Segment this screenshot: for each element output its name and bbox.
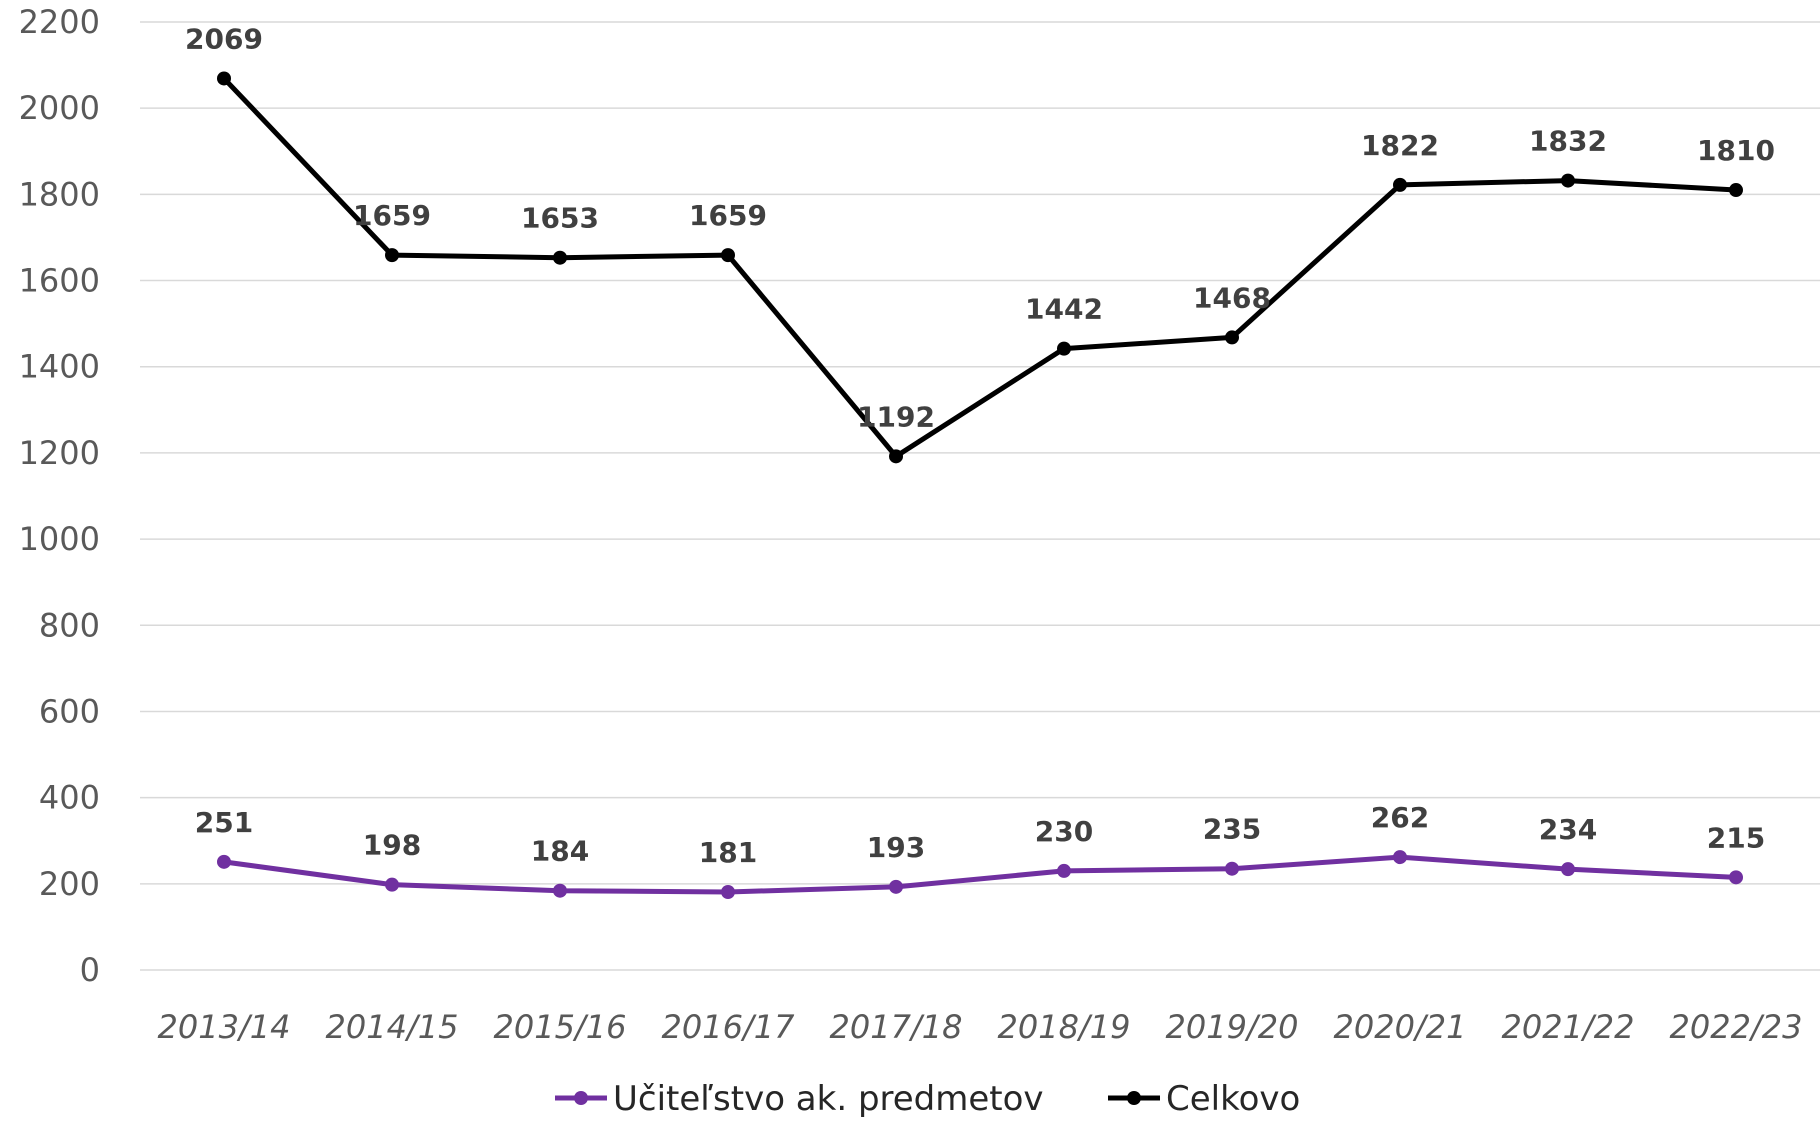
data-label: 193: [867, 831, 925, 864]
data-label: 1192: [857, 400, 935, 433]
data-label: 1653: [521, 202, 599, 235]
data-label: 2069: [185, 22, 263, 55]
data-point: [217, 854, 231, 869]
data-label: 181: [699, 836, 757, 869]
y-tick-label: 1800: [19, 175, 100, 213]
y-tick-label: 1600: [19, 262, 100, 300]
data-point: [1561, 862, 1575, 877]
data-label: 235: [1203, 813, 1261, 846]
data-point: [889, 449, 903, 464]
data-label: 215: [1707, 821, 1765, 854]
data-label: 1810: [1697, 134, 1775, 167]
y-tick-label: 0: [80, 951, 100, 989]
y-tick-label: 1400: [19, 348, 100, 386]
x-tick-label: 2022/23: [1670, 1008, 1803, 1046]
data-point: [1225, 330, 1239, 345]
legend: Učiteľstvo ak. predmetov Celkovo: [555, 1079, 1300, 1119]
y-tick-label: 2000: [19, 89, 100, 127]
data-point: [1729, 870, 1743, 885]
legend-swatch-marker: [1127, 1091, 1141, 1105]
x-tick-label: 2014/15: [326, 1008, 459, 1046]
series-lines: [217, 71, 1743, 900]
y-tick-label: 800: [39, 606, 100, 644]
x-tick-label: 2016/17: [662, 1008, 796, 1046]
y-tick-label: 2200: [19, 3, 100, 41]
x-tick-label: 2021/22: [1502, 1008, 1635, 1046]
data-label: 1659: [689, 199, 767, 232]
data-label: 1659: [353, 199, 431, 232]
y-tick-label: 1200: [19, 434, 100, 472]
y-tick-label: 400: [39, 779, 100, 817]
data-point: [1225, 861, 1239, 876]
data-label: 1832: [1529, 125, 1607, 158]
data-label: 251: [195, 806, 253, 839]
data-point: [1561, 173, 1575, 188]
y-tick-label: 1000: [19, 520, 100, 558]
data-label: 262: [1371, 801, 1429, 834]
legend-label: Celkovo: [1166, 1079, 1300, 1119]
legend-swatch-marker: [574, 1091, 588, 1105]
data-point: [1729, 183, 1743, 198]
data-labels: 251 198 184 181 193 230 235 262 234 215 2069 1659 16…: [185, 22, 1775, 869]
data-label: 230: [1035, 815, 1093, 848]
data-label: 234: [1539, 813, 1597, 846]
series-line: [222, 76, 1737, 459]
data-label: 1442: [1025, 293, 1103, 326]
data-point: [385, 248, 399, 263]
data-point: [1393, 850, 1407, 865]
legend-label: Učiteľstvo ak. predmetov: [613, 1079, 1044, 1119]
data-label: 184: [531, 835, 589, 868]
data-point: [385, 877, 399, 892]
data-point: [1057, 341, 1071, 356]
x-tick-label: 2020/21: [1334, 1008, 1467, 1046]
y-axis-ticks: 0 200 400 600 800 1000 1200 1400 1600 1800 2000 220…: [19, 3, 100, 989]
data-label: 1468: [1193, 281, 1271, 314]
data-point: [889, 879, 903, 894]
y-tick-label: 200: [39, 865, 100, 903]
x-axis-ticks: 2013/14 2014/15 2015/16 2016/17 2017/18 2018/…: [158, 1008, 1803, 1046]
data-point: [1057, 863, 1071, 878]
data-point: [1393, 177, 1407, 192]
x-tick-label: 2019/20: [1166, 1008, 1299, 1046]
data-point: [553, 883, 567, 898]
series-line: [223, 854, 1737, 895]
data-point: [721, 248, 735, 263]
x-tick-label: 2013/14: [158, 1008, 291, 1046]
data-point: [553, 250, 567, 265]
data-point: [721, 885, 735, 900]
data-point: [217, 71, 231, 86]
data-label: 1822: [1361, 129, 1439, 162]
y-tick-label: 600: [39, 692, 100, 730]
x-tick-label: 2018/19: [998, 1008, 1131, 1046]
x-tick-label: 2017/18: [830, 1008, 963, 1046]
data-label: 198: [363, 829, 421, 862]
x-tick-label: 2015/16: [494, 1008, 627, 1046]
